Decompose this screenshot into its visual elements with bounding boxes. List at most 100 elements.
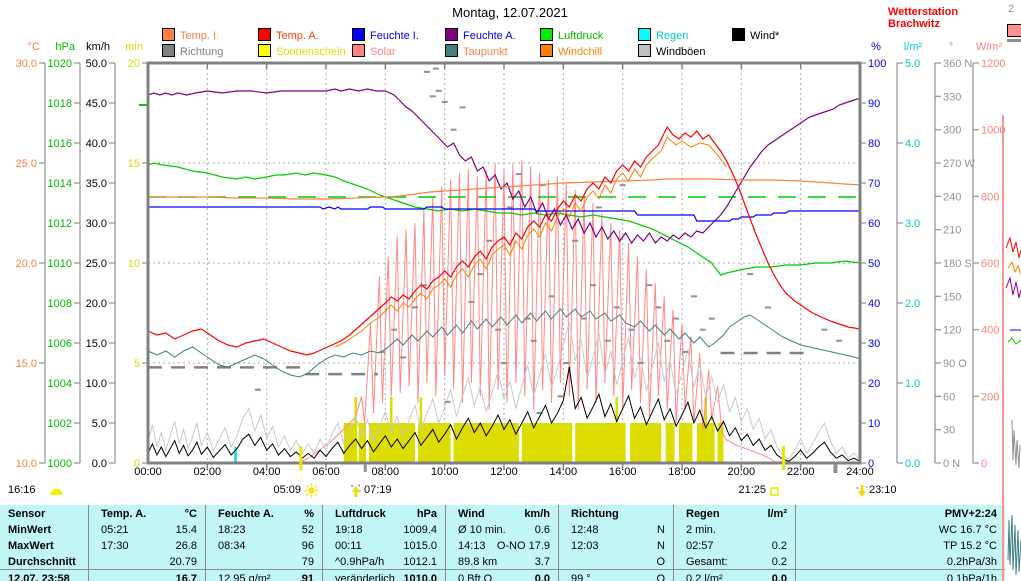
axis-event-marker — [299, 446, 303, 470]
axis-tick-label: 1016 — [48, 138, 72, 150]
axis-tick-label: 1018 — [48, 98, 72, 110]
table-cell-left: 18:23 — [218, 524, 246, 536]
series-windboeen — [147, 322, 861, 461]
axis-tick-label: 1020 — [48, 58, 72, 70]
time-axis-label: 02:00 — [194, 466, 222, 478]
table-cell-left: 05:21 — [101, 524, 129, 536]
series-sonnenschein-block — [343, 423, 358, 463]
table-cell-left: Ø 10 min. — [458, 524, 506, 536]
axis-tick-label: 35.0 — [86, 178, 107, 190]
legend-item-richtung: Richtung — [162, 44, 224, 58]
legend-label: Temp. I. — [180, 30, 220, 42]
axis-tick-label: 30 — [943, 425, 955, 437]
series-sonnenschein-block — [521, 423, 573, 463]
table-cell-value: 91 — [301, 573, 314, 581]
table-row-label: MinWert — [8, 524, 52, 536]
legend-item-temp-a-: Temp. A. — [258, 28, 319, 42]
table-cell-left: 0.2 l/m² — [686, 573, 723, 581]
table-cell-value: O — [656, 556, 665, 568]
axis-tick-label: 270 W — [943, 158, 975, 170]
table-col-title: Richtung — [571, 508, 619, 520]
axis-tick-label: 0 — [981, 458, 987, 470]
table-divider — [795, 505, 796, 581]
axis-tick-label: 1012 — [48, 218, 72, 230]
legend-swatch — [352, 44, 365, 57]
table-separator-line — [0, 569, 1005, 570]
table-cell-value: 52 — [301, 524, 314, 536]
series-solar — [302, 159, 778, 464]
moonset-icon — [856, 485, 868, 497]
table-divider — [88, 505, 89, 581]
axis-unit-label: l/m² — [904, 41, 923, 53]
next-panel-legend-bar — [1007, 39, 1021, 42]
axis-tick-label: 60 — [868, 218, 880, 230]
axis-unit-label: km/h — [86, 41, 110, 53]
table-col-unit: °C — [184, 508, 197, 520]
sunset-time: 21:25 — [738, 484, 766, 496]
legend-swatch — [540, 28, 553, 41]
axis-tick-label: 5.0 — [905, 58, 920, 70]
table-col-unit: hPa — [416, 508, 437, 520]
axis-tick-label: 1000 — [48, 458, 72, 470]
table-cell-value: O-NO 17.9 — [496, 540, 550, 552]
table-cell-left: veränderlich — [335, 573, 395, 581]
legend-label: Feuchte A. — [463, 30, 516, 42]
table-cell-value: 1009.4 — [403, 524, 437, 536]
table-cell-left: 12:03 — [571, 540, 599, 552]
table-divider — [322, 505, 323, 581]
table-col-unit — [558, 507, 665, 522]
table-col-title: Feuchte A. — [218, 508, 274, 520]
axis-unit-label: min — [125, 41, 143, 53]
axis-tick-label: 70 — [868, 178, 880, 190]
legend-item-sonnenschein: Sonnenschein — [258, 44, 346, 58]
table-cell-left: 14:13 — [458, 540, 486, 552]
table-cell-value: 0.2hPa/3h — [946, 556, 997, 568]
axis-tick-label: 330 — [943, 91, 961, 103]
axis-tick-label: 5.0 — [92, 418, 107, 430]
legend-item-feuchte-i-: Feuchte I. — [352, 28, 419, 42]
axis-tick-label: 1200 — [981, 58, 1005, 70]
axis-tick-label: 40.0 — [86, 138, 107, 150]
axis-tick-label: 45.0 — [86, 98, 107, 110]
next-panel-corner-fragment: 2 — [1008, 3, 1015, 15]
next-panel-fragment — [1007, 337, 1021, 345]
table-cell-left: 99 ° — [571, 573, 591, 581]
table-cell-left: 2 min. — [686, 524, 716, 536]
table-col-unit: l/m² — [767, 508, 787, 520]
table-col-unit: % — [304, 508, 314, 520]
axis-tick-label: 0.0 — [92, 458, 107, 470]
axis-tick-label: 50.0 — [86, 58, 107, 70]
table-cell-value: 0.6 — [534, 524, 550, 536]
axis-tick-label: 20 — [128, 58, 140, 70]
legend-label: Richtung — [180, 46, 224, 58]
legend-swatch — [258, 28, 271, 41]
legend-swatch — [540, 44, 553, 57]
axis-tick-label: 1.0 — [905, 378, 920, 390]
time-axis-label: 00:00 — [134, 466, 162, 478]
axis-tick-label: 10 — [128, 258, 140, 270]
page-title: Montag, 12.07.2021 — [452, 5, 568, 20]
table-cell-value: 20.79 — [169, 556, 197, 568]
next-panel-edge-line — [1002, 115, 1004, 581]
axis-tick-label: 3.0 — [905, 218, 920, 230]
table-row-label: 12.07. 23:58 — [8, 573, 70, 581]
table-cell-value: 3.7 — [534, 556, 550, 568]
legend-swatch — [732, 28, 745, 41]
axis-tick-label: 10.0 — [16, 458, 37, 470]
legend-item-feuchte-a-: Feuchte A. — [445, 28, 516, 42]
legend-label: Luftdruck — [558, 30, 604, 42]
axis-tick-label: 100 — [868, 58, 886, 70]
pressure-marker — [139, 104, 148, 106]
series-sonnenschein-block — [453, 423, 519, 463]
axis-tick-label: 15 — [128, 158, 140, 170]
axis-tick-label: 25.0 — [16, 158, 37, 170]
axis-tick-label: 20 — [868, 378, 880, 390]
axis-tick-label: 10 — [868, 418, 880, 430]
series-sonnenschein-block — [358, 423, 366, 463]
legend-swatch — [638, 28, 651, 41]
sunset-square-icon — [770, 487, 779, 496]
table-divider — [558, 505, 559, 581]
table-divider — [673, 505, 674, 581]
axis-tick-label: 2.0 — [905, 298, 920, 310]
